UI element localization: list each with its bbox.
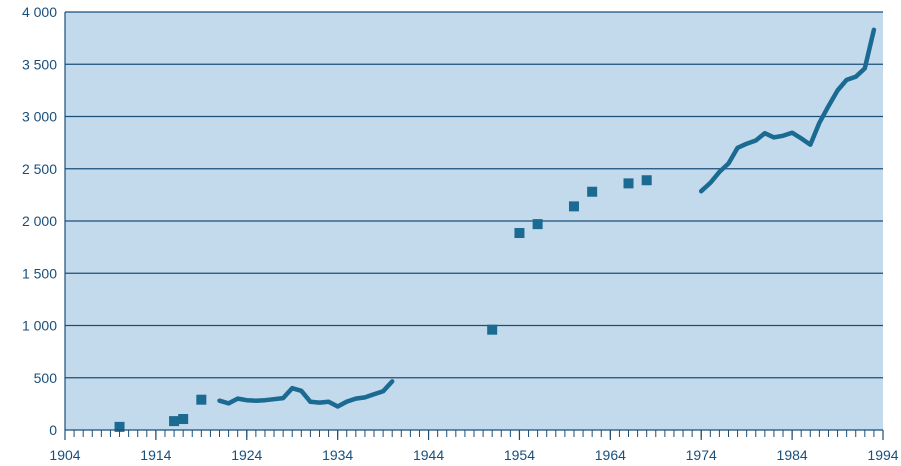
data-point: [568, 201, 579, 212]
y-tick-label: 2 500: [22, 161, 57, 177]
series-line-2: [698, 27, 877, 194]
data-point: [178, 414, 189, 425]
y-tick-label: 500: [34, 370, 58, 386]
x-tick-label: 1914: [140, 447, 171, 463]
data-point: [487, 324, 498, 335]
gridlines: [65, 11, 883, 379]
y-tick-label: 3 500: [22, 56, 57, 72]
data-point: [514, 228, 525, 239]
x-tick-label: 1924: [231, 447, 262, 463]
x-tick-label: 1994: [867, 447, 898, 463]
data-point: [587, 186, 598, 197]
y-tick-label: 0: [49, 422, 57, 438]
data-point: [623, 178, 634, 189]
x-tick-label: 1974: [686, 447, 717, 463]
data-point: [114, 421, 125, 432]
y-tick-label: 4 000: [22, 4, 57, 20]
data-point: [196, 394, 207, 405]
series-layer: [114, 27, 877, 432]
axes: 0 500 1 000 1 500 2 000 2 500 3 000 3 500 4 000 1…: [22, 4, 899, 463]
y-tick-label: 2 000: [22, 213, 57, 229]
x-tick-label: 1944: [413, 447, 444, 463]
data-point: [169, 416, 180, 427]
data-point: [532, 219, 543, 230]
x-tick-label: 1964: [595, 447, 626, 463]
series-line-0: [217, 379, 395, 409]
x-tick-label: 1954: [504, 447, 535, 463]
x-tick-label: 1904: [49, 447, 80, 463]
y-tick-label: 3 000: [22, 109, 57, 125]
data-point: [641, 175, 652, 186]
y-tick-label: 1 000: [22, 318, 57, 334]
x-tick-label: 1934: [322, 447, 353, 463]
x-tick-label: 1984: [777, 447, 808, 463]
y-tick-label: 1 500: [22, 265, 57, 281]
